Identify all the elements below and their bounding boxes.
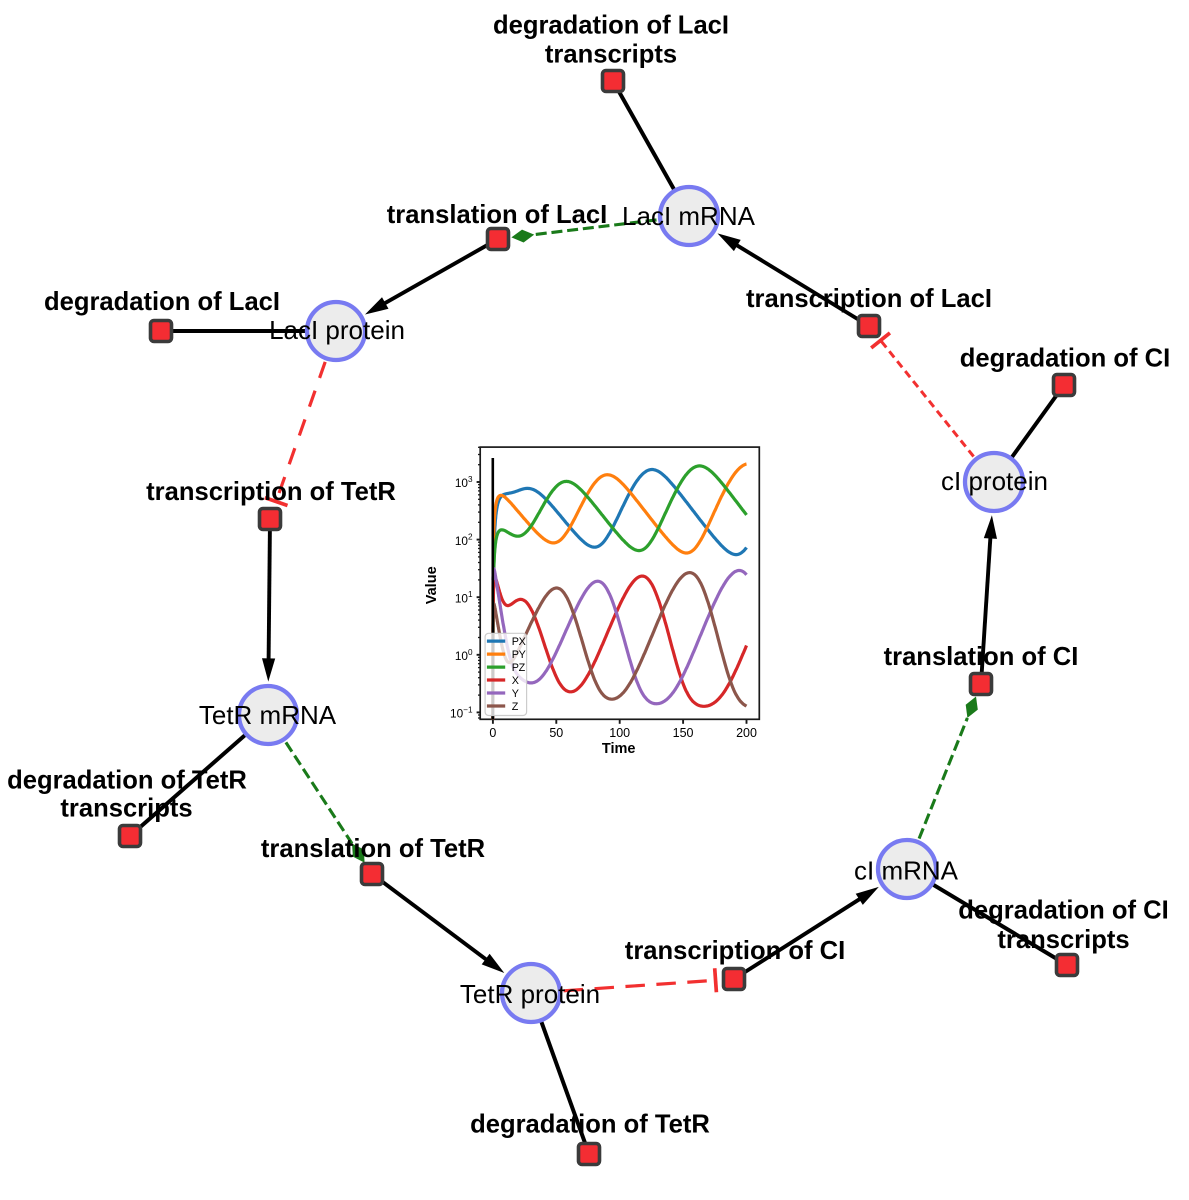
svg-text:degradation of LacI: degradation of LacI [44, 288, 280, 316]
svg-text:TetR protein: TetR protein [460, 979, 600, 1009]
svg-text:100: 100 [609, 726, 630, 740]
svg-text:translation of CI: translation of CI [884, 643, 1079, 671]
svg-text:LacI protein: LacI protein [269, 315, 405, 345]
svg-text:200: 200 [736, 726, 757, 740]
svg-text:PZ: PZ [512, 662, 526, 674]
svg-text:transcripts: transcripts [545, 41, 677, 69]
svg-text:translation of LacI: translation of LacI [387, 201, 607, 229]
svg-text:degradation of TetR: degradation of TetR [7, 767, 247, 795]
svg-text:PX: PX [512, 636, 526, 648]
svg-text:Z: Z [512, 701, 519, 713]
svg-text:transcripts: transcripts [997, 926, 1129, 954]
svg-text:50: 50 [549, 726, 563, 740]
svg-text:Value: Value [424, 566, 440, 604]
svg-text:Time: Time [602, 741, 636, 757]
svg-text:LacI mRNA: LacI mRNA [622, 201, 756, 231]
svg-text:degradation of CI: degradation of CI [958, 897, 1168, 925]
svg-text:Y: Y [512, 688, 519, 700]
svg-text:degradation of TetR: degradation of TetR [470, 1111, 710, 1139]
svg-text:cI protein: cI protein [941, 466, 1048, 496]
svg-text:PY: PY [512, 649, 526, 661]
svg-text:transcription of CI: transcription of CI [625, 937, 845, 965]
svg-text:translation of TetR: translation of TetR [261, 835, 485, 863]
svg-text:transcription of LacI: transcription of LacI [746, 285, 992, 313]
svg-text:degradation of CI: degradation of CI [960, 345, 1170, 373]
svg-text:150: 150 [673, 726, 694, 740]
svg-text:0: 0 [489, 726, 496, 740]
svg-text:transcription of TetR: transcription of TetR [146, 478, 396, 506]
svg-text:X: X [512, 675, 519, 687]
svg-text:TetR mRNA: TetR mRNA [199, 700, 337, 730]
svg-text:cI mRNA: cI mRNA [854, 856, 959, 886]
svg-text:degradation of LacI: degradation of LacI [493, 12, 729, 40]
svg-text:transcripts: transcripts [60, 795, 192, 823]
